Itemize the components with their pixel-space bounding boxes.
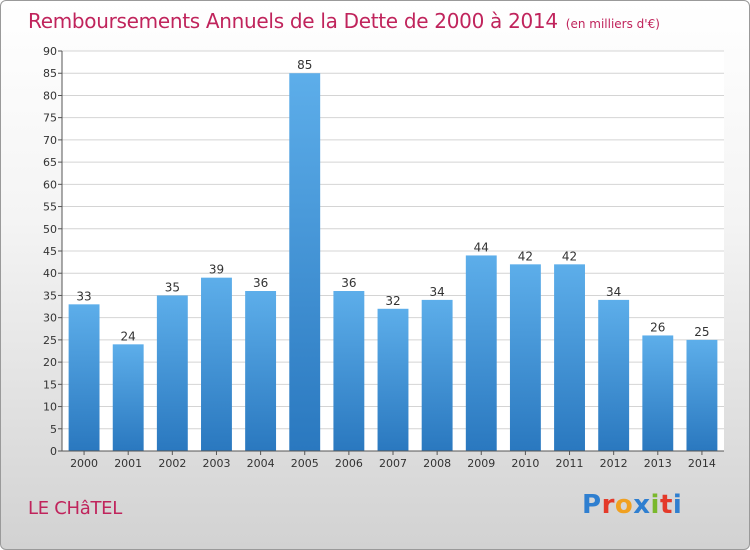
y-tick-label: 5 <box>50 423 57 436</box>
bar-2006 <box>333 291 365 451</box>
bar-2011 <box>554 264 585 451</box>
bar-2009 <box>465 255 497 451</box>
y-tick-label: 55 <box>43 201 57 214</box>
y-tick-label: 50 <box>43 223 57 236</box>
bar-2005 <box>289 73 321 451</box>
unit-label: (en milliers d'€) <box>565 17 660 31</box>
bar-2014 <box>686 339 718 451</box>
x-tick-label: 2008 <box>423 457 451 470</box>
y-tick-label: 25 <box>43 334 57 347</box>
y-axis: 0 5 10 15 20 25 30 35 40 45 50 55 60 65 70 75 80 85 90 <box>43 45 62 458</box>
x-tick-label: 2001 <box>114 457 142 470</box>
y-tick-label: 90 <box>43 45 57 58</box>
x-tick-label: 2013 <box>644 457 672 470</box>
x-tick-label: 2012 <box>600 457 628 470</box>
logo-letter: i <box>672 490 683 520</box>
x-tick-label: 2004 <box>247 457 275 470</box>
bar-value-label: 26 <box>650 320 665 334</box>
x-tick-label: 2011 <box>556 457 584 470</box>
proxiti-logo[interactable]: Proxiti <box>582 490 682 520</box>
bar-2001 <box>112 344 144 451</box>
bar-2012 <box>598 299 630 451</box>
bar-value-label: 25 <box>694 325 709 339</box>
x-tick-label: 2000 <box>70 457 98 470</box>
bar-value-label: 35 <box>165 280 180 294</box>
y-tick-label: 60 <box>43 178 57 191</box>
bar-value-label: 34 <box>606 285 621 299</box>
bar-2008 <box>421 299 453 451</box>
y-tick-label: 80 <box>43 89 57 102</box>
bar-value-label: 33 <box>76 289 91 303</box>
logo-letter: P <box>582 490 602 520</box>
bar-value-label: 32 <box>385 294 400 308</box>
title-text: Remboursements Annuels de la Dette de 20… <box>28 9 558 33</box>
bar-value-label: 42 <box>562 249 577 263</box>
y-tick-label: 85 <box>43 67 57 80</box>
x-tick-label: 2002 <box>158 457 186 470</box>
logo-letter: r <box>601 490 615 520</box>
x-tick-label: 2007 <box>379 457 407 470</box>
bar-2002 <box>156 295 188 451</box>
logo-letter: t <box>659 490 673 520</box>
bar-value-label: 34 <box>429 285 444 299</box>
y-tick-label: 0 <box>50 445 57 458</box>
bar-value-label: 24 <box>121 329 136 343</box>
logo-letter: o <box>614 490 634 520</box>
x-tick-label: 2009 <box>467 457 495 470</box>
bar-2010 <box>509 264 541 451</box>
y-tick-label: 40 <box>43 267 57 280</box>
x-tick-label: 2005 <box>291 457 319 470</box>
logo-letter: i <box>650 490 660 520</box>
bar-2004 <box>245 291 277 451</box>
x-tick-label: 2003 <box>202 457 230 470</box>
x-tick-label: 2014 <box>688 457 716 470</box>
bar-value-label: 44 <box>474 240 489 254</box>
y-tick-label: 70 <box>43 134 57 147</box>
bar-2007 <box>377 308 409 451</box>
x-axis: 2000 2001 2002 2003 2004 2005 2006 2007 2008 2009… <box>70 451 716 470</box>
bar-2000 <box>68 304 100 451</box>
bar-value-label: 85 <box>297 58 312 72</box>
bar-2003 <box>201 277 232 451</box>
y-tick-label: 10 <box>43 401 57 414</box>
bar-value-label: 36 <box>341 276 356 290</box>
logo-letter: x <box>633 490 651 520</box>
y-tick-label: 45 <box>43 245 57 258</box>
bar-value-label: 36 <box>253 276 268 290</box>
y-tick-label: 75 <box>43 112 57 125</box>
x-tick-label: 2006 <box>335 457 363 470</box>
y-tick-label: 35 <box>43 289 57 302</box>
bar-2013 <box>642 335 674 451</box>
bar-value-label: 39 <box>209 263 224 277</box>
y-tick-label: 65 <box>43 156 57 169</box>
commune-name: LE CHâTEL <box>28 498 122 519</box>
bar-value-label: 42 <box>518 249 533 263</box>
y-tick-label: 30 <box>43 312 57 325</box>
bars: 33 24 35 39 36 85 36 32 34 44 42 42 34 26 25 <box>68 58 718 451</box>
chart-title: Remboursements Annuels de la Dette de 20… <box>28 9 660 33</box>
y-tick-label: 15 <box>43 378 57 391</box>
y-tick-label: 20 <box>43 356 57 369</box>
x-tick-label: 2010 <box>511 457 539 470</box>
